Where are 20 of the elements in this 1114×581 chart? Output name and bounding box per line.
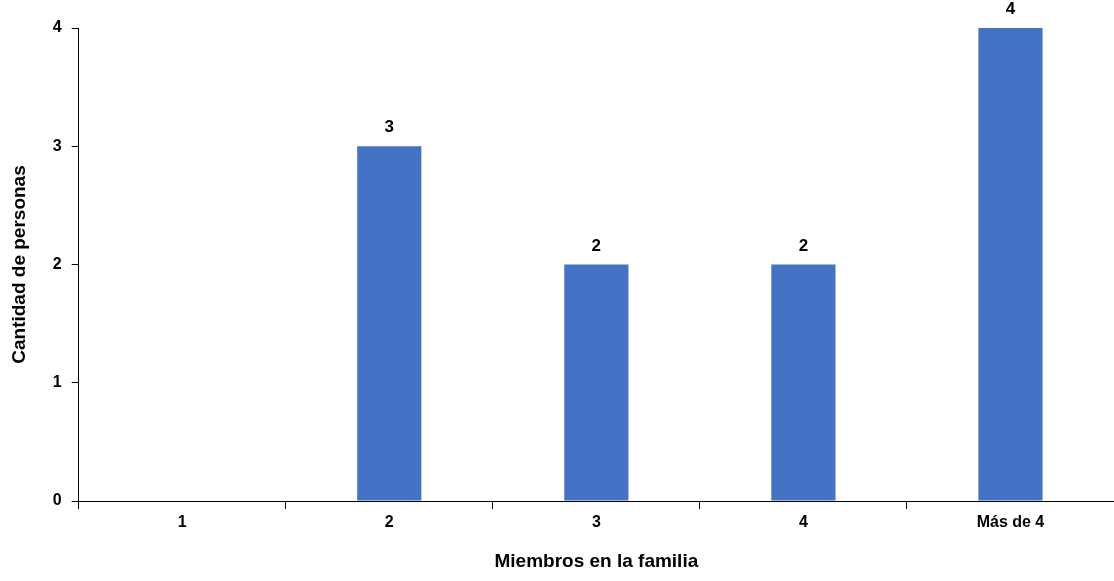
x-tick-label: 1 — [177, 513, 187, 531]
bar — [564, 264, 629, 501]
x-axis-title: Miembros en la familia — [494, 549, 699, 571]
x-tick-label: 4 — [798, 513, 808, 531]
data-label: 4 — [1005, 0, 1016, 19]
bar — [978, 28, 1043, 501]
y-axis-title: Cantidad de personas — [7, 165, 29, 364]
data-label: 2 — [798, 235, 809, 255]
x-tick-label: Más de 4 — [976, 513, 1045, 531]
bar — [357, 146, 422, 501]
y-tick-label: 1 — [52, 373, 62, 391]
x-tick-label: 2 — [384, 513, 394, 531]
y-tick-label: 3 — [52, 136, 62, 154]
data-label: 3 — [384, 117, 395, 137]
y-tick-label: 4 — [52, 18, 62, 36]
x-tick-label: 3 — [591, 513, 601, 531]
y-tick-label: 2 — [52, 254, 62, 272]
bar — [771, 264, 836, 501]
data-label: 2 — [591, 235, 602, 255]
y-tick-label: 0 — [52, 491, 62, 509]
